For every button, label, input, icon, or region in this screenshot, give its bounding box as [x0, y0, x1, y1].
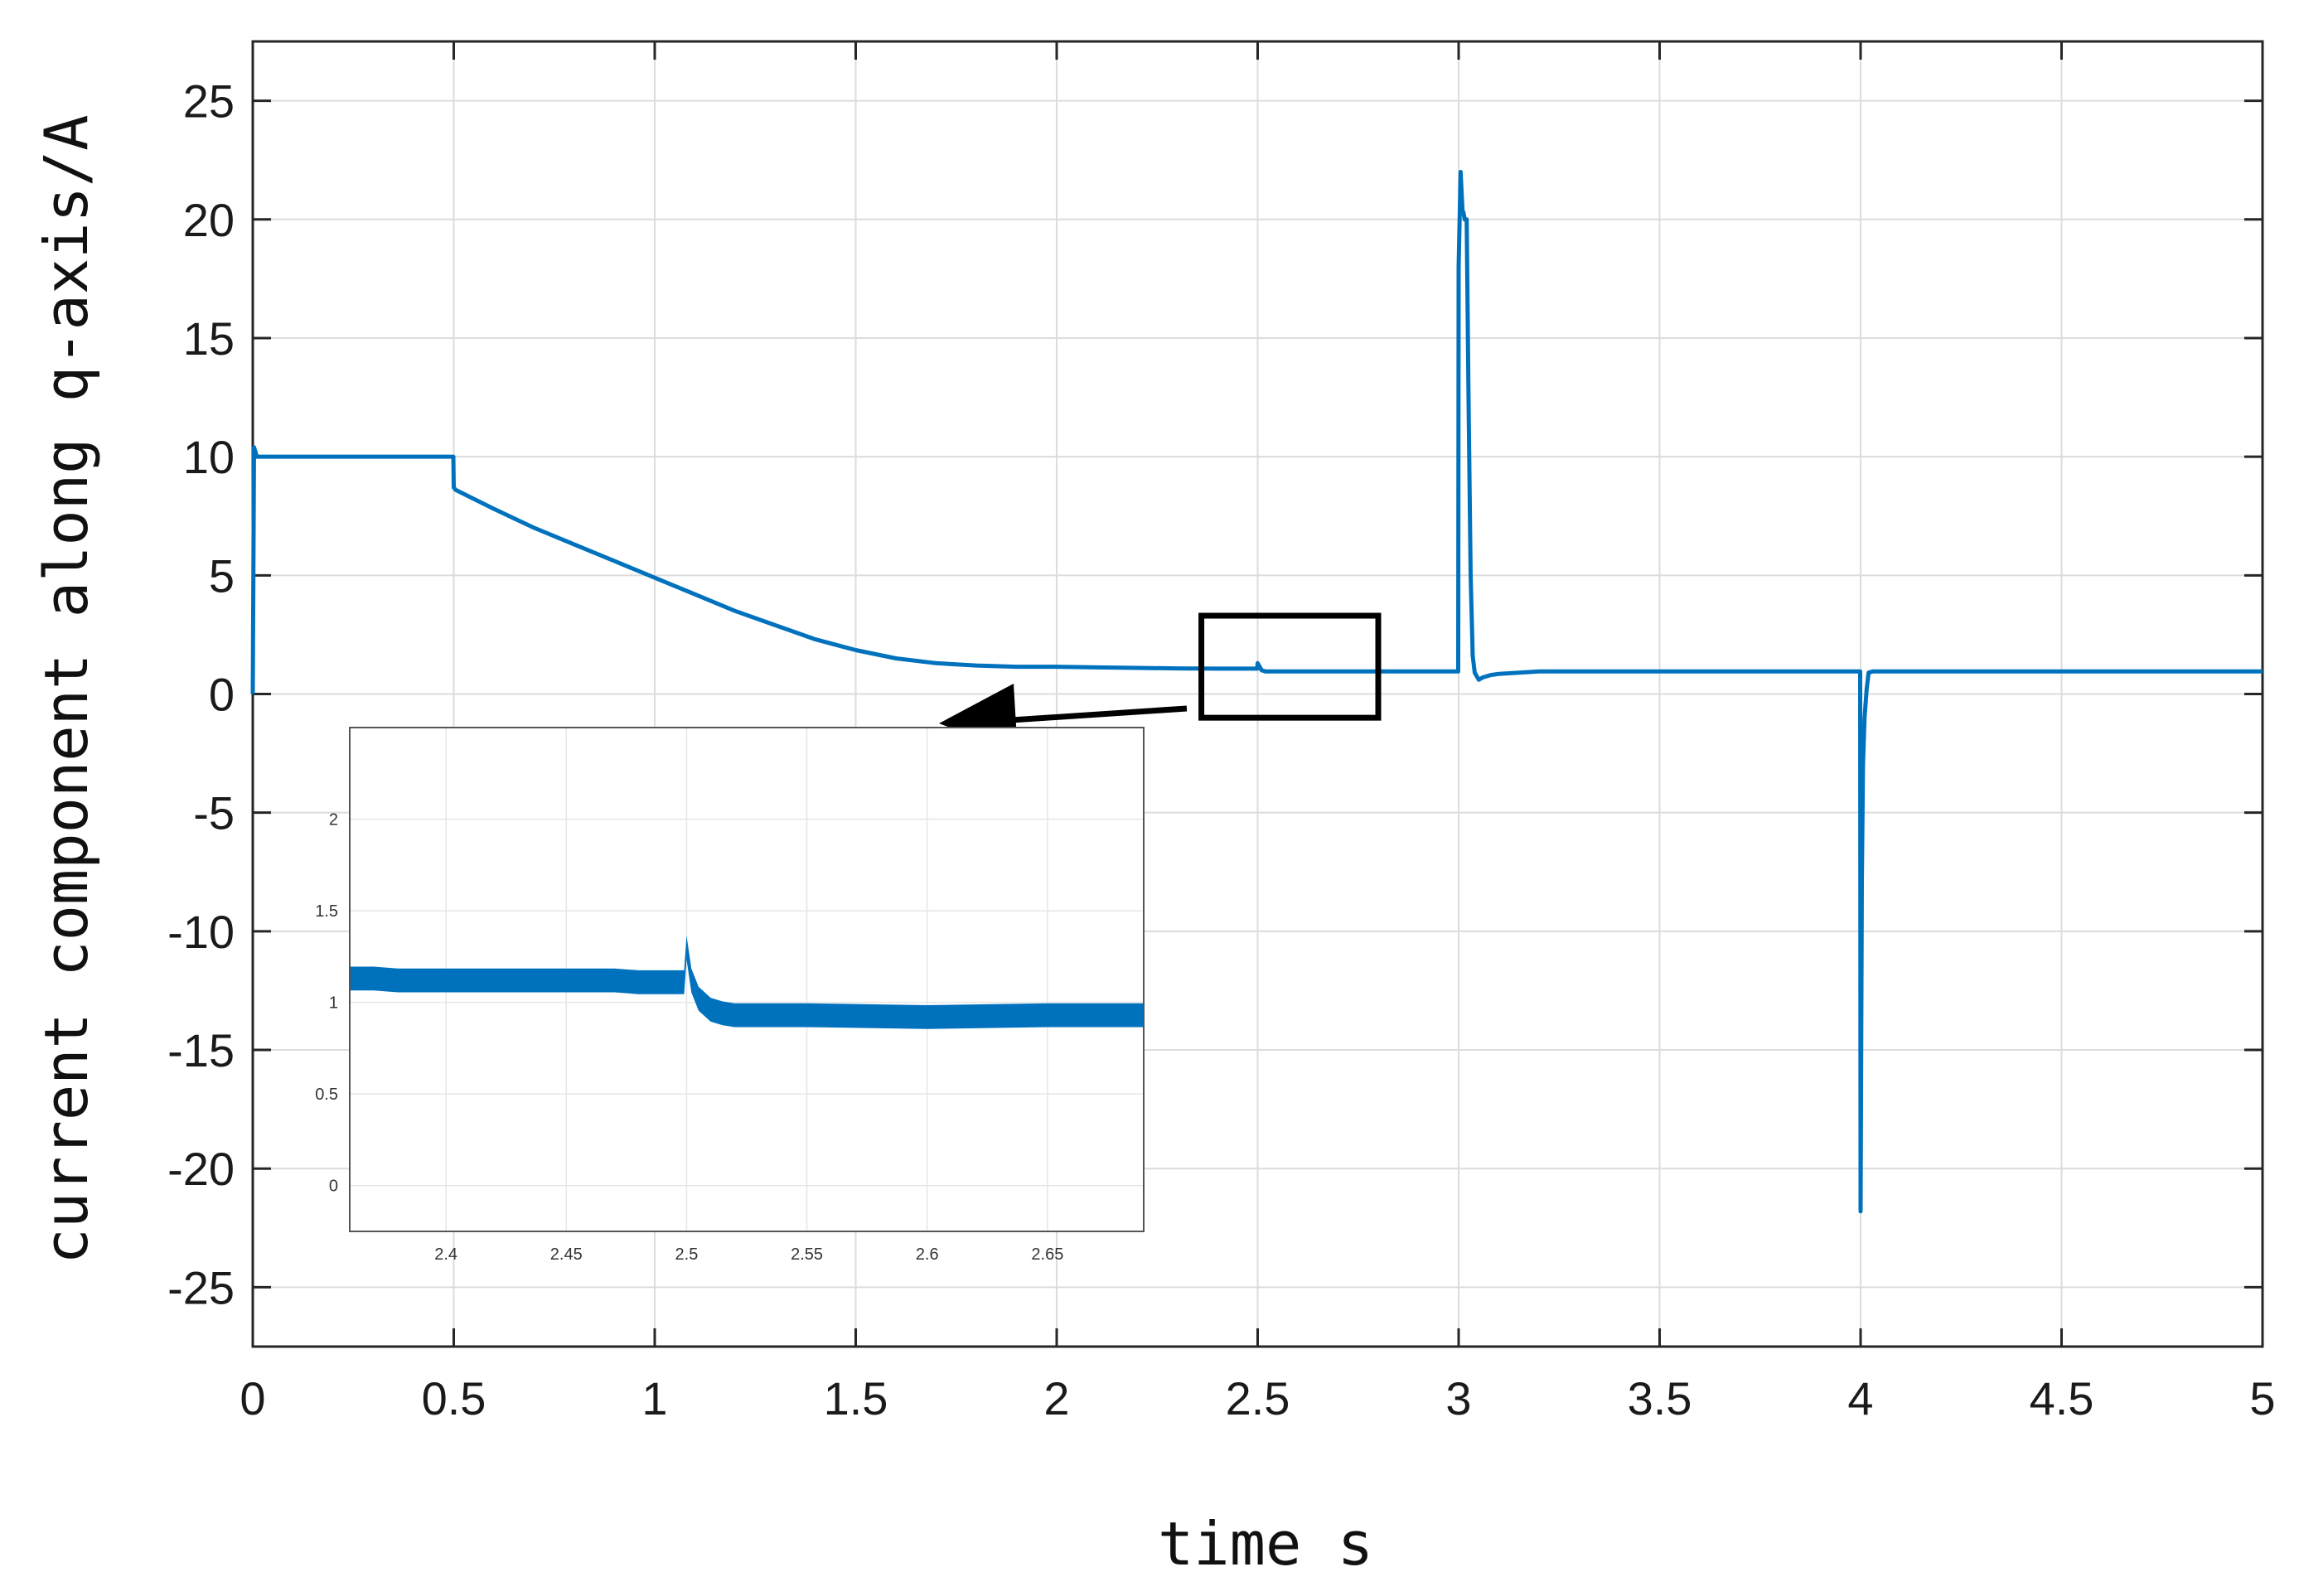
main-x-tick-label: 1 [641, 1372, 667, 1424]
main-x-tick-label: 4 [1847, 1372, 1873, 1424]
main-y-tick-label: 5 [209, 549, 235, 602]
main-y-tick-labels: 25 20 15 10 5 0 -5 -10 -15 -20 -25 [167, 75, 235, 1314]
main-tick-marks [251, 41, 2264, 1347]
inset-x-tick-labels: 2.4 2.45 2.5 2.55 2.6 2.65 [434, 1245, 1063, 1264]
inset-y-tick-labels: 2 1.5 1 0.5 0 [315, 811, 338, 1196]
main-y-tick-label: -15 [167, 1024, 235, 1076]
main-x-tick-label: 5 [2249, 1372, 2275, 1424]
inset-y-tick-label: 0 [329, 1178, 338, 1196]
main-series-line [250, 170, 2263, 1214]
main-y-tick-label: -20 [167, 1143, 235, 1195]
main-y-tick-label: 25 [183, 75, 235, 128]
main-x-tick-labels: 0 0.5 1 1.5 2 2.5 3 3.5 4 4.5 5 [240, 1372, 2275, 1424]
inset-y-tick-label: 1.5 [315, 902, 338, 921]
inset-y-tick-label: 2 [329, 811, 338, 829]
main-x-tick-label: 0.5 [422, 1372, 486, 1424]
main-x-tick-label: 2.5 [1226, 1372, 1290, 1424]
inset-series-band [350, 935, 1144, 1029]
main-x-tick-label: 0 [240, 1372, 265, 1424]
inset-x-tick-label: 2.45 [550, 1245, 583, 1264]
main-y-tick-label: -10 [167, 906, 235, 958]
inset-x-tick-label: 2.55 [791, 1245, 823, 1264]
x-axis-title: time s [1158, 1509, 1373, 1579]
inset-axes-box [349, 727, 1145, 1232]
callout-arrow-line [998, 705, 1188, 724]
main-y-tick-label: -25 [167, 1261, 235, 1313]
inset-x-tick-label: 2.65 [1031, 1245, 1063, 1264]
main-y-tick-label: 0 [209, 669, 235, 721]
inset-x-tick-label: 2.5 [675, 1245, 699, 1264]
main-y-tick-label: 10 [183, 431, 235, 483]
y-axis-title: current component along q-axis/A [31, 114, 101, 1264]
main-x-tick-label: 2 [1043, 1372, 1069, 1424]
inset-y-tick-label: 1 [329, 994, 338, 1013]
main-y-tick-label: -5 [193, 787, 235, 839]
main-x-tick-label: 3.5 [1628, 1372, 1692, 1424]
inset-x-tick-label: 2.4 [434, 1245, 457, 1264]
main-y-tick-label: 15 [183, 312, 235, 365]
inset-y-tick-label: 0.5 [315, 1086, 338, 1104]
main-y-tick-label: 20 [183, 194, 235, 246]
zoom-region-box [1198, 612, 1382, 721]
main-x-tick-label: 1.5 [824, 1372, 888, 1424]
inset-x-tick-label: 2.6 [916, 1245, 939, 1264]
main-x-tick-label: 3 [1445, 1372, 1471, 1424]
main-x-tick-label: 4.5 [2030, 1372, 2094, 1424]
